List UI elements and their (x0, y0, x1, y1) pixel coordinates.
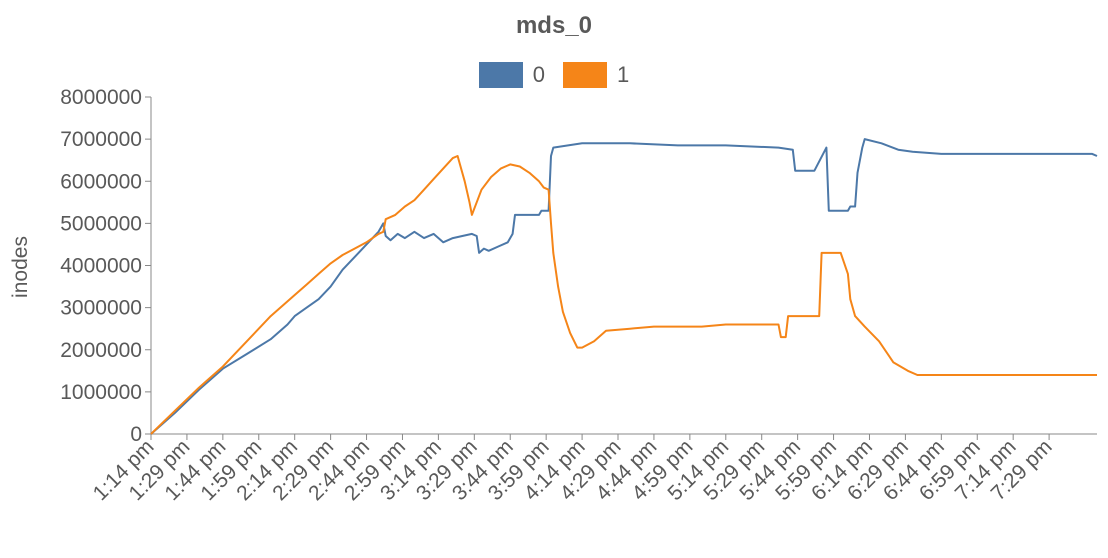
y-tick-label: 7000000 (60, 128, 142, 151)
series-line-1 (150, 155, 1097, 435)
series-line-0 (150, 138, 1098, 435)
y-tick-label: 3000000 (60, 297, 142, 320)
y-tick-label: 8000000 (60, 86, 142, 109)
legend-swatch-series-0 (478, 62, 523, 88)
chart-title: mds_0 (515, 12, 593, 39)
legend-label-series-1: 1 (617, 62, 630, 87)
y-tick-label: 6000000 (60, 170, 142, 193)
legend-item-series-0: 0 (478, 62, 545, 88)
legend-item-series-1: 1 (563, 62, 629, 88)
y-axis-title: inodes (9, 236, 32, 298)
y-tick-label: 1000000 (60, 381, 142, 404)
legend: 0 1 (0, 60, 1108, 90)
y-tick-label: 4000000 (60, 255, 142, 278)
axes: 0 1000000 2000000 3000000 4000000 5000000 6000… (60, 86, 1097, 505)
y-tick-label: 2000000 (60, 339, 142, 362)
legend-label-series-0: 0 (532, 62, 545, 87)
y-tick-label: 0 (130, 423, 142, 446)
y-tick-label: 5000000 (60, 212, 142, 235)
legend-swatch-series-1 (563, 62, 607, 88)
series-lines (150, 138, 1098, 435)
